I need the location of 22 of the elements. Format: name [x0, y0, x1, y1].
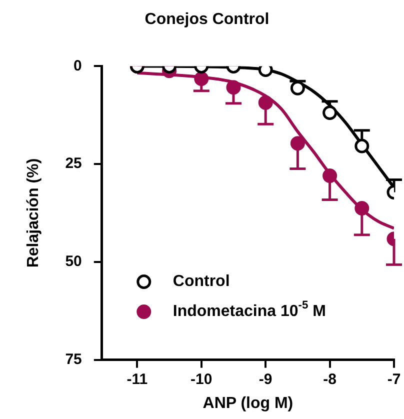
y-axis-title: Relajación (%) — [25, 158, 42, 268]
x-tick-label: -7 — [387, 370, 401, 388]
y-tick-label: 25 — [65, 155, 82, 172]
point — [290, 80, 305, 96]
point — [290, 136, 305, 151]
point — [322, 168, 338, 184]
point — [354, 201, 370, 216]
chart-title: Conejos Control — [144, 11, 270, 28]
y-tick-label: 75 — [65, 350, 82, 368]
x-tick-label: -10 — [190, 370, 212, 388]
x-axis-title: ANP (log M) — [202, 394, 294, 412]
x-tick-label: -8 — [323, 370, 336, 388]
legend-label: Control — [172, 273, 230, 290]
y-tick-label: 50 — [65, 253, 82, 270]
point — [226, 80, 241, 95]
point — [258, 95, 273, 110]
point — [194, 71, 209, 86]
point — [354, 138, 370, 154]
y-tick-label: 0 — [74, 57, 82, 74]
x-tick-label: -11 — [126, 370, 148, 388]
point — [322, 106, 338, 120]
x-tick-label: -9 — [258, 370, 272, 388]
